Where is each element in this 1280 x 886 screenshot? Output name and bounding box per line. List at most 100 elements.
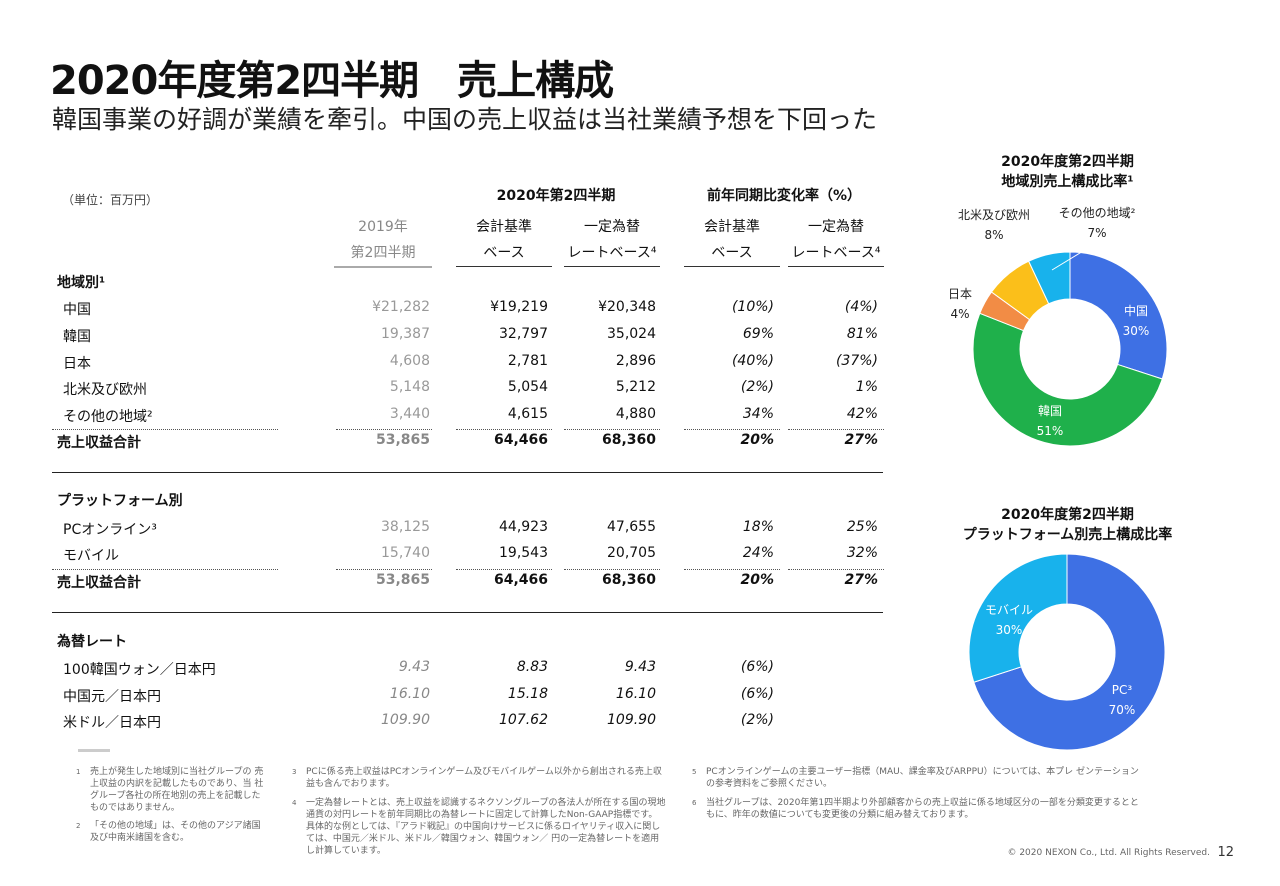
- value-col-4: (4%): [844, 299, 878, 315]
- footnote-number: 2: [76, 822, 81, 830]
- value-col-2: 68,360: [601, 572, 656, 588]
- footnote-number: 3: [292, 768, 297, 776]
- footnote-text: PCに係る売上収益はPCオンラインゲーム及びモバイルゲーム以外から創出される売上…: [306, 767, 662, 789]
- value-col-0: 109.90: [381, 712, 430, 728]
- total-row: 売上収益合計 53,865 64,466 68,360 20% 27%: [0, 572, 900, 596]
- column-header-4: 一定為替レートベース⁴: [788, 214, 884, 267]
- slice-category-label: 北米及び欧州: [958, 208, 1030, 222]
- table-row: PCオンライン³ 38,125 44,923 47,655 18% 25%: [0, 519, 900, 543]
- column-header-line2: レートベース⁴: [791, 245, 881, 261]
- slice-value-label: 30%: [996, 623, 1023, 637]
- value-col-3: (2%): [740, 712, 774, 728]
- value-col-2: 4,880: [615, 406, 656, 422]
- value-col-1: 19,543: [499, 545, 548, 561]
- dotted-separator: [456, 429, 552, 430]
- value-col-1: 4,615: [507, 406, 548, 422]
- value-col-3: (2%): [740, 379, 774, 395]
- column-header-line2: ベース: [711, 245, 753, 261]
- row-label: モバイル: [63, 548, 119, 564]
- column-header-line1: 一定為替: [584, 219, 640, 235]
- chart1-title: 2020年度第2四半期 地域別売上構成比率¹: [960, 152, 1175, 192]
- value-col-3: (40%): [731, 353, 774, 369]
- value-col-0: 4,608: [389, 353, 430, 369]
- column-header-line2: 第2四半期: [350, 245, 416, 261]
- slice-category-label: PC³: [1112, 683, 1133, 697]
- section-title: 地域別¹: [57, 275, 106, 291]
- column-header-3: 会計基準 ベース: [684, 214, 780, 267]
- value-col-0: 53,865: [375, 572, 430, 588]
- footnote: 3 PCに係る売上収益はPCオンラインゲーム及びモバイルゲーム以外から創出される売…: [292, 766, 666, 790]
- chart1-title-line1: 2020年度第2四半期: [1001, 154, 1134, 170]
- slice-value-label: 4%: [950, 307, 969, 321]
- dotted-separator: [52, 569, 278, 570]
- value-col-4: 27%: [844, 572, 878, 588]
- chart2-title-line1: 2020年度第2四半期: [1001, 507, 1134, 523]
- footnote-number: 6: [692, 799, 697, 807]
- value-col-4: 27%: [844, 432, 878, 448]
- row-label: 100韓国ウォン／日本円: [63, 662, 216, 678]
- chart2-title-line2: プラットフォーム別売上構成比率: [962, 527, 1173, 543]
- dotted-separator: [788, 569, 884, 570]
- value-col-2: 109.90: [607, 712, 656, 728]
- section-title: プラットフォーム別: [57, 493, 183, 509]
- value-col-1: 107.62: [499, 712, 548, 728]
- slice-category-label: 日本: [948, 287, 972, 301]
- value-col-1: ¥19,219: [490, 299, 548, 315]
- footnote: 5 PCオンラインゲームの主要ユーザー指標（MAU、課金率及びARPPU）について…: [692, 766, 1146, 790]
- section-heading: 地域別¹: [0, 272, 900, 296]
- footnote: 4 一定為替レートとは、売上収益を認識するネクソングループの各法人が所在する国の現…: [292, 797, 666, 857]
- section-heading: 為替レート: [0, 631, 900, 655]
- slice-category-label: その他の地域²: [1059, 206, 1136, 220]
- leader-line: [1051, 241, 1099, 271]
- column-header-line2: レートベース⁴: [567, 245, 657, 261]
- table-row: その他の地域² 3,440 4,615 4,880 34% 42%: [0, 406, 900, 430]
- footnote-text: 「その他の地域」は、その他のアジア諸国及び中南米諸国を含む。: [90, 821, 261, 843]
- column-header-0: 2019年第2四半期: [334, 214, 432, 268]
- value-col-4: 42%: [846, 406, 878, 422]
- value-col-0: 16.10: [389, 686, 430, 702]
- column-header-line1: 2019年: [358, 219, 408, 235]
- footnote-number: 1: [76, 768, 81, 776]
- slide-subtitle: 韓国事業の好調が業績を牽引。中国の売上収益は当社業績予想を下回った: [52, 105, 878, 134]
- slice-category-label: モバイル: [985, 603, 1033, 617]
- chart2-title: 2020年度第2四半期 プラットフォーム別売上構成比率: [940, 505, 1195, 545]
- value-col-0: ¥21,282: [372, 299, 430, 315]
- footnote-text: 当社グループは、2020年第1四半期より外部顧客からの売上収益に係る地域区分の一…: [706, 798, 1139, 820]
- slice-value-label: 70%: [1109, 703, 1136, 717]
- slice-category-label: 中国: [1124, 303, 1148, 318]
- slide-title: 2020年度第2四半期 売上構成: [50, 58, 614, 104]
- value-col-0: 9.43: [398, 659, 430, 675]
- slice-value-label: 30%: [1123, 324, 1150, 338]
- donut-slice-1: [972, 312, 1163, 447]
- chart1-title-line2: 地域別売上構成比率¹: [1001, 174, 1134, 190]
- value-col-3: 20%: [740, 432, 774, 448]
- value-col-4: 81%: [846, 326, 878, 342]
- dotted-separator: [52, 429, 278, 430]
- unit-label: （単位：百万円）: [62, 193, 159, 207]
- value-col-1: 15.18: [507, 686, 548, 702]
- value-col-1: 2,781: [507, 353, 548, 369]
- slice-value-label: 7%: [1087, 226, 1106, 240]
- footnote-divider: [78, 749, 110, 752]
- value-col-1: 64,466: [493, 432, 548, 448]
- column-header-line2: ベース: [483, 245, 525, 261]
- footnote-number: 5: [692, 768, 697, 776]
- value-col-0: 38,125: [381, 519, 430, 535]
- footnote: 1 売上が発生した地域別に当社グループの 売上収益の内訳を記載したものであり、当 …: [76, 766, 265, 814]
- column-header-line1: 一定為替: [808, 219, 864, 235]
- group-header-yoy: 前年同期比変化率（%）: [706, 188, 862, 204]
- dotted-separator: [788, 429, 884, 430]
- dotted-separator: [564, 429, 660, 430]
- value-col-0: 3,440: [389, 406, 430, 422]
- column-header-1: 会計基準 ベース: [456, 214, 552, 267]
- value-col-1: 32,797: [499, 326, 548, 342]
- footnote-number: 4: [292, 799, 297, 807]
- dotted-separator: [564, 569, 660, 570]
- row-label: 米ドル／日本円: [63, 715, 161, 731]
- value-col-3: (10%): [731, 299, 774, 315]
- value-col-3: 34%: [742, 406, 774, 422]
- section-heading: プラットフォーム別: [0, 490, 900, 514]
- row-label: 韓国: [63, 329, 91, 345]
